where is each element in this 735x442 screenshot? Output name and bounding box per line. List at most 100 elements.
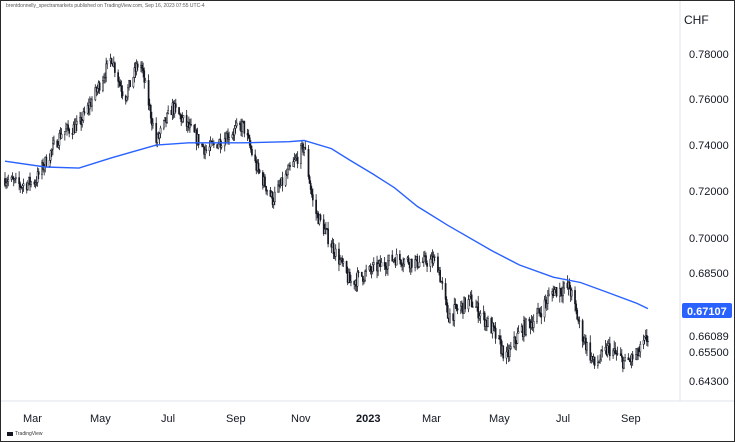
candle-body	[312, 194, 314, 201]
candle-body	[135, 63, 138, 72]
candle-body	[391, 254, 394, 262]
candle-body	[279, 184, 282, 187]
candle-body	[13, 178, 16, 181]
candle-body	[388, 254, 390, 262]
candle-body	[576, 309, 579, 320]
candle-body	[508, 348, 511, 357]
candle-body	[52, 142, 54, 150]
candle-body	[437, 256, 439, 273]
candle-body	[638, 351, 641, 357]
candle-body	[627, 357, 630, 360]
candle-body	[459, 305, 462, 311]
candle-body	[402, 263, 404, 267]
candle-body	[4, 178, 6, 186]
candle-body	[234, 125, 237, 129]
y-tick-label: 0.70000	[689, 233, 729, 245]
candle-body	[15, 177, 17, 179]
candle-body	[75, 120, 78, 125]
candle-body	[631, 354, 634, 360]
candle-body	[422, 255, 425, 263]
candle-body	[159, 127, 162, 134]
candle-body	[265, 186, 267, 192]
candle-body	[642, 340, 645, 345]
candle-body	[581, 320, 584, 342]
candle-body	[83, 111, 86, 114]
candle-body	[453, 304, 456, 321]
candle-body	[429, 258, 432, 267]
candle-body	[190, 124, 192, 126]
candle-body	[385, 268, 388, 270]
candle-body	[623, 360, 625, 369]
candle-body	[197, 134, 200, 146]
candle-body	[308, 176, 311, 184]
candle-body	[6, 181, 9, 184]
candle-body	[266, 189, 269, 192]
candle-body	[332, 243, 335, 255]
candle-body	[289, 165, 291, 167]
candle-body	[342, 261, 345, 264]
candle-body	[22, 183, 25, 186]
candle-body	[91, 99, 93, 107]
candle-body	[277, 184, 279, 193]
x-tick-label: 2023	[356, 413, 380, 425]
candle-body	[271, 192, 274, 205]
candle-body	[179, 113, 181, 116]
candle-body	[250, 145, 252, 150]
candle-body	[597, 362, 599, 366]
candle-body	[380, 262, 383, 267]
candle-body	[182, 115, 185, 119]
candle-body	[235, 122, 238, 127]
candle-body	[384, 265, 387, 270]
candle-body	[142, 68, 145, 72]
candle-body	[273, 191, 276, 203]
candle-body	[372, 262, 375, 265]
candle-body	[58, 132, 61, 146]
candle-body	[248, 137, 251, 146]
candle-body	[341, 258, 344, 264]
candle-body	[127, 87, 129, 98]
candle-body	[67, 124, 69, 130]
candle-body	[162, 120, 165, 129]
candle-body	[231, 134, 234, 138]
x-tick-label: May	[90, 413, 111, 425]
candle-body	[227, 133, 229, 140]
candle-body	[544, 299, 547, 303]
candle-body	[563, 282, 565, 289]
candle-body	[606, 345, 609, 356]
candle-body	[81, 120, 84, 126]
candle-body	[310, 189, 313, 195]
y-tick-label: 0.64300	[689, 376, 729, 388]
candle-body	[491, 322, 494, 334]
candle-body	[103, 77, 105, 81]
candle-body	[143, 70, 146, 83]
candle-body	[468, 295, 471, 300]
candle-body	[36, 171, 39, 183]
attribution-text: brentdonnelly_spectramarkets published o…	[6, 3, 205, 9]
candle-body	[114, 62, 116, 73]
candle-body	[543, 299, 546, 318]
candle-body	[264, 176, 266, 187]
candle-body	[525, 318, 527, 335]
candle-body	[425, 255, 427, 264]
candle-body	[29, 176, 31, 185]
candle-body	[5, 182, 7, 186]
candle-body	[470, 294, 473, 308]
candle-body	[439, 270, 441, 282]
tradingview-watermark: TradingView	[7, 431, 43, 437]
x-tick-label: May	[489, 413, 510, 425]
candle-body	[319, 214, 322, 220]
candle-body	[348, 271, 351, 284]
candle-body	[478, 315, 481, 319]
candle-body	[141, 64, 143, 69]
candle-body	[417, 266, 420, 268]
candle-body	[129, 80, 131, 88]
candle-body	[189, 124, 191, 129]
y-tick-label: 0.65500	[689, 347, 729, 359]
candle-body	[30, 181, 32, 185]
candle-body	[104, 77, 106, 79]
candle-body	[296, 156, 299, 164]
candle-body	[96, 88, 99, 93]
candle-body	[371, 264, 374, 272]
candle-body	[383, 262, 386, 267]
